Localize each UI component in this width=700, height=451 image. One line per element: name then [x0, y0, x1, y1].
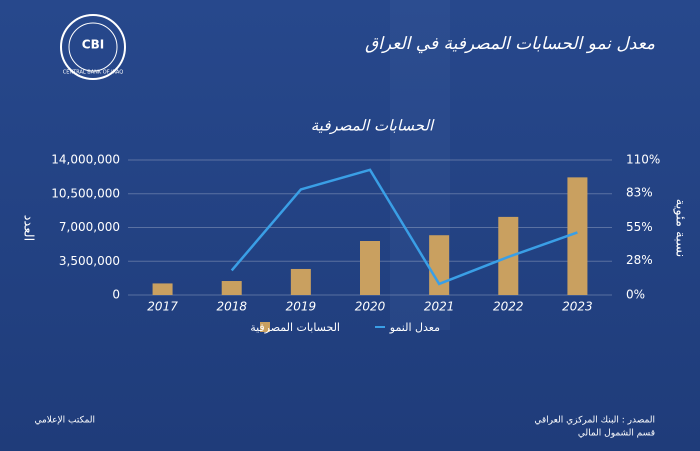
bar	[360, 241, 380, 295]
y2-tick-label: 28%	[626, 253, 653, 267]
y-tick-label: 3,500,000	[59, 254, 120, 268]
x-tick-label: 2022	[493, 300, 524, 314]
logo-inner	[68, 22, 118, 72]
logo-caption: CENTRAL BANK OF IRAQ	[63, 70, 123, 76]
y-tick-label: 0	[112, 288, 120, 302]
legend-label: معدل النمو	[389, 321, 440, 334]
bar	[221, 281, 242, 295]
x-tick-label: 2018	[216, 300, 247, 314]
y-tick-label: 14,000,000	[51, 153, 120, 167]
chart-title: الحسابات المصرفية	[311, 117, 435, 135]
y-tick-label: 7,000,000	[59, 220, 120, 234]
y-tick-label: 10,500,000	[51, 186, 120, 200]
x-tick-label: 2017	[147, 300, 178, 314]
page-title: معدل نمو الحسابات المصرفية في العراق	[365, 34, 655, 54]
logo-ring	[60, 14, 126, 80]
y2-tick-label: 83%	[626, 186, 653, 200]
bar	[429, 235, 450, 295]
legend-swatch	[260, 322, 270, 332]
y2-tick-label: 0%	[626, 288, 645, 302]
x-tick-label: 2020	[355, 300, 386, 314]
bar	[152, 283, 173, 295]
footer-source: المصدر : البنك المركزي العراقي	[534, 416, 655, 426]
y2-tick-label: 55%	[626, 220, 653, 234]
bar	[567, 177, 588, 295]
bar	[290, 268, 311, 295]
y2-tick-label: 110%	[626, 153, 660, 167]
footer-department: قسم الشمول المالي	[578, 429, 655, 439]
legend-label: الحسابات المصرفية	[250, 321, 340, 334]
line	[230, 168, 578, 286]
y-axis-label: العدد	[21, 215, 36, 241]
y2-axis-label: نسبة مئوية	[673, 199, 688, 257]
logo-text: CBI	[82, 38, 104, 52]
x-tick-label: 2023	[562, 300, 593, 314]
x-tick-label: 2021	[424, 300, 455, 314]
footer-left: المكتب الإعلامي	[34, 416, 95, 426]
x-tick-label: 2019	[286, 300, 317, 314]
